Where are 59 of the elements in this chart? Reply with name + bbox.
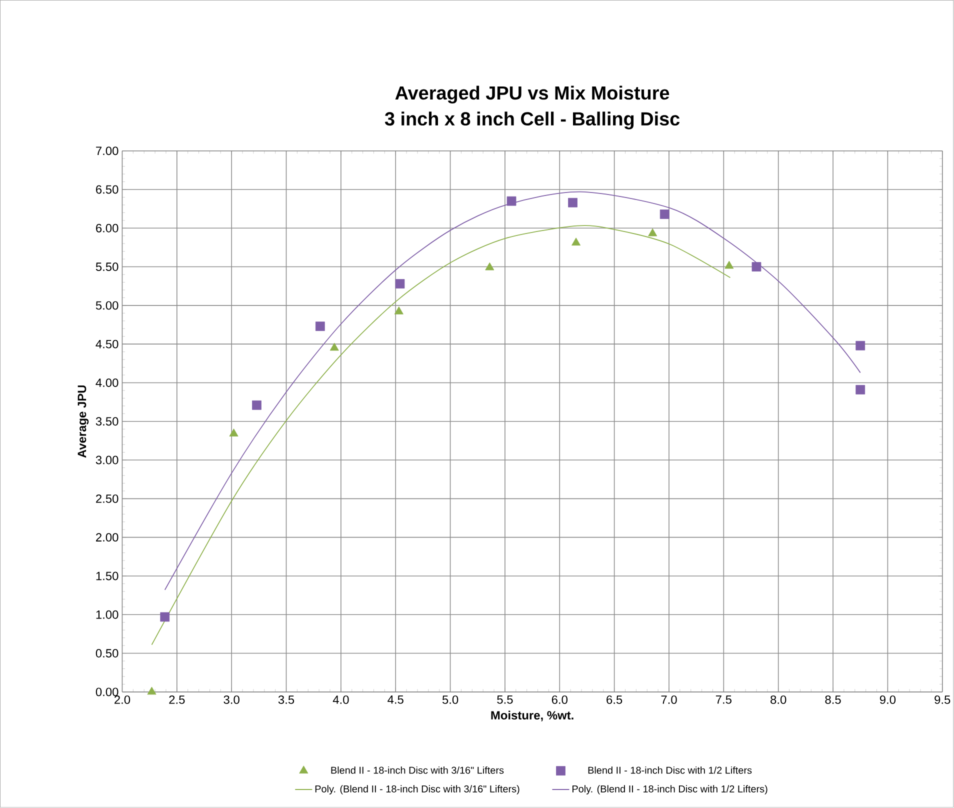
point xyxy=(752,262,762,272)
point xyxy=(229,428,238,437)
x-tick-label: 9.0 xyxy=(880,696,896,704)
y-tick-label: 6.50 xyxy=(96,185,118,194)
y-tick-label: 3.00 xyxy=(96,456,118,464)
y-tick-label: 0.00 xyxy=(96,688,118,696)
y-tick-label: 5.00 xyxy=(96,301,118,310)
point xyxy=(660,210,670,220)
x-tick-label: 4.0 xyxy=(332,696,349,704)
line-series xyxy=(164,192,861,591)
point xyxy=(394,306,404,314)
x-tick-label: 3.0 xyxy=(224,696,240,704)
x-tick-label: 9.5 xyxy=(934,696,950,704)
x-tick-label: 6.0 xyxy=(552,696,568,704)
y-tick-label: 4.00 xyxy=(96,378,118,388)
x-tick-label: 2.0 xyxy=(114,696,130,704)
point xyxy=(506,196,516,206)
point xyxy=(572,238,581,246)
y-tick-label: 6.00 xyxy=(96,224,118,233)
y-tick-label: 7.00 xyxy=(96,146,118,156)
x-tick-label: 8.0 xyxy=(770,696,786,704)
x-tick-label: 5.5 xyxy=(497,696,513,704)
x-tick-label: 4.5 xyxy=(388,696,404,704)
point xyxy=(856,385,866,395)
y-tick-label: 2.50 xyxy=(96,494,118,504)
legend-label: Blend II - 18-inch Disc with 3/16" Lifters xyxy=(331,766,504,774)
x-tick-label: 3.5 xyxy=(278,696,294,704)
point xyxy=(648,228,658,236)
x-tick-label: 6.5 xyxy=(606,696,622,704)
chart-title: Averaged JPU vs Mix Moisture xyxy=(395,86,670,104)
point xyxy=(395,279,405,289)
point xyxy=(568,198,578,208)
y-axis-title: Average JPU xyxy=(78,386,89,458)
point xyxy=(856,341,866,351)
x-tick-label: 7.5 xyxy=(716,696,732,704)
legend-label: Blend II - 18-inch Disc with 1/2 Lifters xyxy=(588,766,752,774)
point xyxy=(724,261,734,269)
chart-subtitle: 3 inch x 8 inch Cell - Balling Disc xyxy=(384,112,680,130)
y-tick-label: 4.50 xyxy=(96,340,118,348)
point xyxy=(485,262,494,270)
legend-label: Poly. (Blend II - 18-inch Disc with 1/2 Lifters) xyxy=(572,785,768,795)
point xyxy=(147,686,156,695)
point xyxy=(252,400,262,410)
x-tick-label: 2.5 xyxy=(169,696,185,704)
y-tick-label: 5.50 xyxy=(96,262,118,272)
point xyxy=(160,612,170,622)
x-tick-label: 7.0 xyxy=(661,696,677,704)
x-tick-label: 8.5 xyxy=(825,696,841,704)
y-tick-label: 3.50 xyxy=(96,417,118,426)
point xyxy=(330,342,339,351)
line-series xyxy=(151,225,731,646)
y-tick-label: 1.00 xyxy=(96,610,118,620)
y-tick-label: 1.50 xyxy=(96,572,118,580)
x-tick-label: 5.0 xyxy=(442,696,458,704)
y-tick-label: 0.50 xyxy=(96,649,118,658)
x-axis-title: Moisture, %wt. xyxy=(491,710,574,722)
y-tick-label: 2.00 xyxy=(96,533,118,542)
point xyxy=(315,322,325,332)
legend-label: Poly. (Blend II - 18-inch Disc with 3/16" Lifters) xyxy=(315,785,520,795)
